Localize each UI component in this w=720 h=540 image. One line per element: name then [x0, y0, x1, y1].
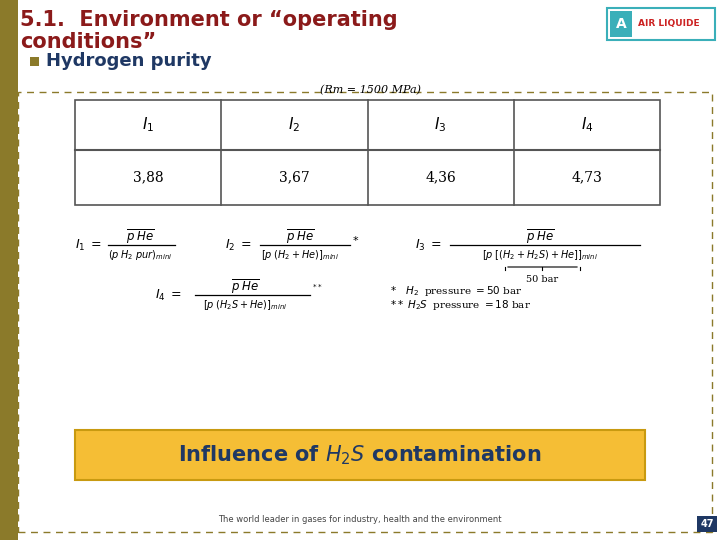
Text: $\overline{p\;He}$: $\overline{p\;He}$ [526, 228, 554, 246]
Text: $I_2\;=$: $I_2\;=$ [225, 238, 252, 253]
Bar [607, 8, 715, 40]
Text: $**\;H_2S\;$ pressure $= 18$ bar: $**\;H_2S\;$ pressure $= 18$ bar [390, 298, 531, 312]
Text: (Rm = 1500 MPa): (Rm = 1500 MPa) [320, 85, 420, 95]
Text: $[p\;(H_2S+He)]_{mini}$: $[p\;(H_2S+He)]_{mini}$ [203, 298, 287, 312]
Text: A: A [616, 17, 626, 31]
Bar [18, 92, 712, 532]
Bar [697, 516, 717, 532]
Text: $I_3\;=$: $I_3\;=$ [415, 238, 441, 253]
Text: Influence of $H_2S$ contamination: Influence of $H_2S$ contamination [179, 443, 541, 467]
Text: 5.1.  Environment or “operating: 5.1. Environment or “operating [20, 10, 397, 30]
Text: 3,67: 3,67 [279, 171, 310, 185]
Bar [75, 430, 645, 480]
Text: 3,88: 3,88 [132, 171, 163, 185]
Bar [30, 57, 39, 66]
Bar [75, 100, 660, 205]
Text: $[p\;(H_2+He)]_{mini}$: $[p\;(H_2+He)]_{mini}$ [261, 248, 339, 262]
Text: $[p\;[(H_2+H_2S)+He]]_{mini}$: $[p\;[(H_2+H_2S)+He]]_{mini}$ [482, 248, 598, 262]
Text: $\overline{p\;He}$: $\overline{p\;He}$ [125, 228, 154, 246]
Text: $I_1\;=$: $I_1\;=$ [75, 238, 102, 253]
Text: $I_2$: $I_2$ [288, 116, 300, 134]
Text: $*\quad H_2\;$ pressure $= 50$ bar: $*\quad H_2\;$ pressure $= 50$ bar [390, 284, 523, 298]
Bar [0, 0, 18, 540]
Text: $I_3$: $I_3$ [434, 116, 447, 134]
Text: AIR LIQUIDE: AIR LIQUIDE [638, 19, 700, 28]
Text: 47: 47 [701, 519, 714, 529]
Text: The world leader in gases for industry, health and the environment: The world leader in gases for industry, … [218, 516, 502, 524]
Text: Hydrogen purity: Hydrogen purity [46, 52, 212, 70]
Text: $^{**}$: $^{**}$ [312, 285, 323, 294]
Text: $\overline{p\;He}$: $\overline{p\;He}$ [230, 278, 259, 296]
Text: $I_1$: $I_1$ [142, 116, 154, 134]
Text: $I_4$: $I_4$ [580, 116, 593, 134]
Text: $\overline{p\;He}$: $\overline{p\;He}$ [286, 228, 315, 246]
Text: 50 bar: 50 bar [526, 275, 558, 284]
Text: $I_4\;=$: $I_4\;=$ [155, 287, 181, 302]
Text: 4,73: 4,73 [572, 171, 603, 185]
Bar [610, 11, 632, 37]
Text: 4,36: 4,36 [426, 171, 456, 185]
Text: $*$: $*$ [352, 234, 359, 244]
Text: $(p\;H_2\;pur)_{mini}$: $(p\;H_2\;pur)_{mini}$ [108, 248, 172, 262]
Text: conditions”: conditions” [20, 32, 156, 52]
